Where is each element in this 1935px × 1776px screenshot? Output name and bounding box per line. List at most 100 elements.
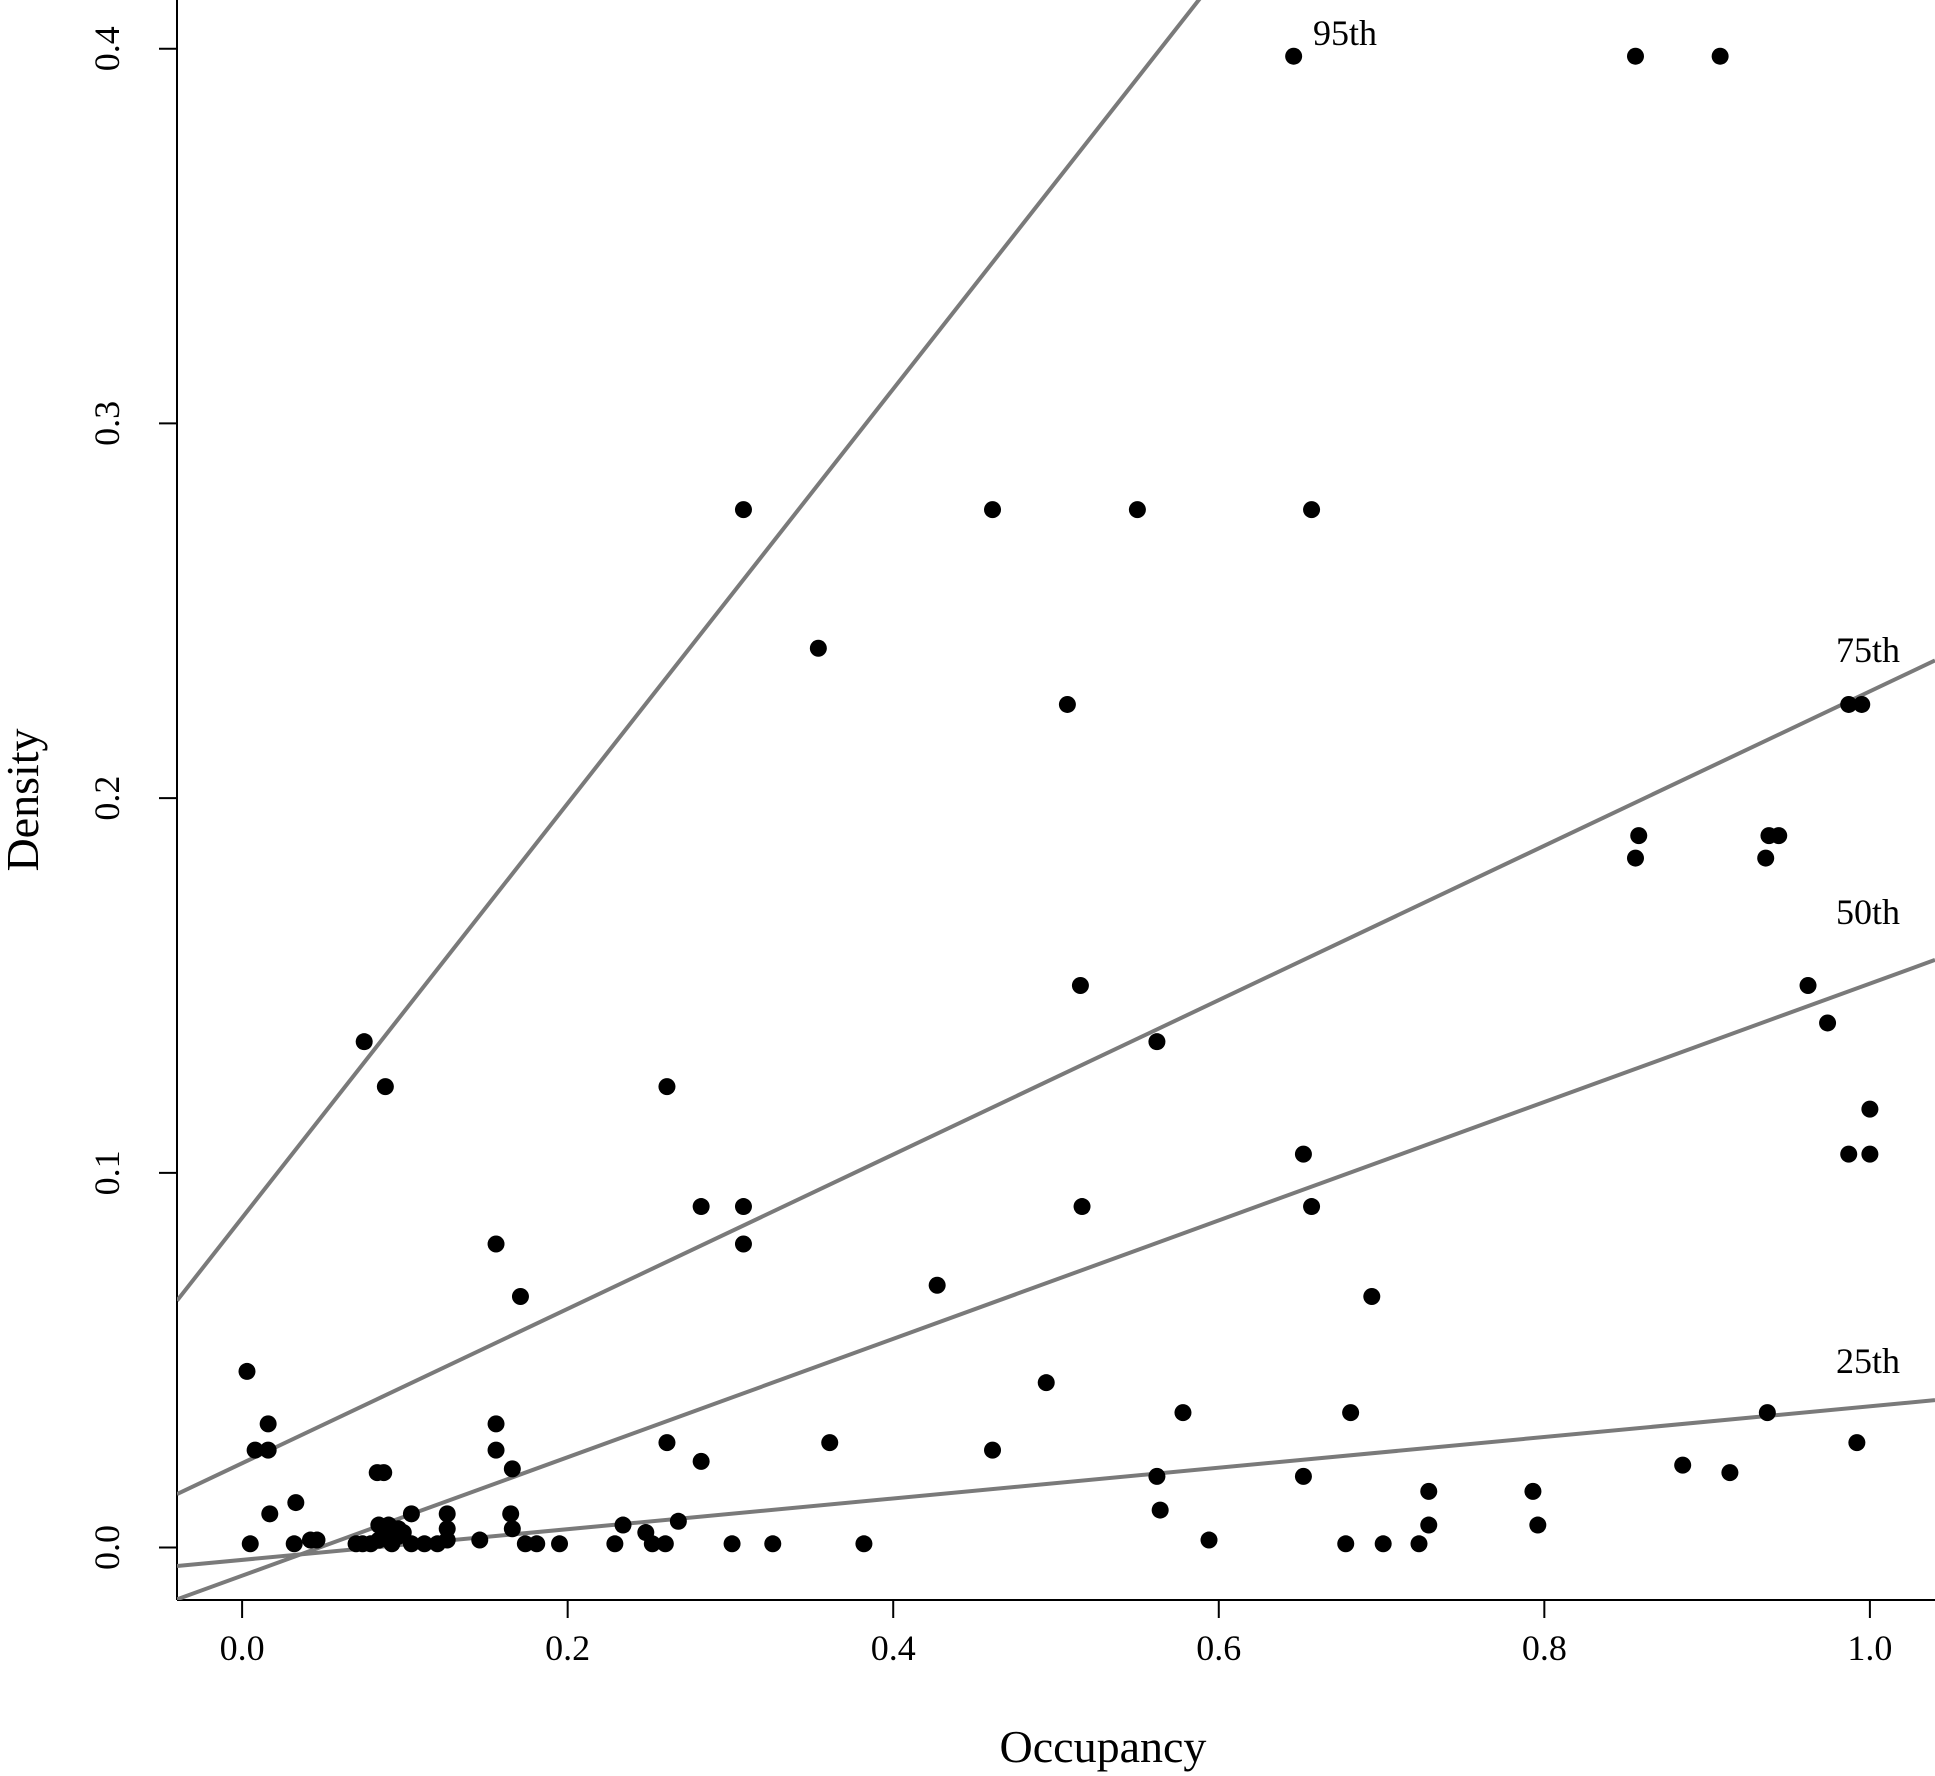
- data-point: [376, 1078, 394, 1096]
- y-tick-label: 0.3: [87, 401, 127, 446]
- data-point: [1151, 1501, 1169, 1519]
- line-label-75th: 75th: [1836, 630, 1900, 670]
- data-point: [1303, 501, 1321, 519]
- data-point: [1174, 1404, 1192, 1422]
- data-point: [402, 1535, 420, 1553]
- data-point: [471, 1531, 489, 1549]
- data-point: [1861, 1100, 1879, 1118]
- data-point: [1529, 1516, 1547, 1534]
- quantile-lines: [177, 0, 1935, 1600]
- data-point: [389, 1520, 407, 1538]
- data-point: [1819, 1014, 1837, 1032]
- y-tick-label: 0.2: [87, 776, 127, 821]
- data-point: [1073, 1198, 1091, 1216]
- data-point: [402, 1505, 420, 1523]
- data-point: [503, 1520, 521, 1538]
- data-point: [1363, 1287, 1381, 1305]
- data-point: [1128, 501, 1146, 519]
- axes: 0.0 0.2 0.4 0.6 0.8 1.0 0.0 0.1 0.2 0.3 0.4: [87, 0, 1935, 1668]
- data-point: [658, 1434, 676, 1452]
- data-point: [984, 1441, 1002, 1459]
- data-point: [1058, 695, 1076, 713]
- data-point: [1758, 1404, 1776, 1422]
- data-point: [259, 1441, 277, 1459]
- data-point: [658, 1078, 676, 1096]
- data-point: [734, 1235, 752, 1253]
- data-point: [1285, 47, 1303, 65]
- data-point: [606, 1535, 624, 1553]
- data-point: [1840, 1145, 1858, 1163]
- data-point: [438, 1531, 456, 1549]
- line-labels: 95th 75th 50th 25th: [1313, 13, 1900, 1381]
- x-tick-label: 1.0: [1847, 1628, 1892, 1668]
- data-point: [855, 1535, 873, 1553]
- data-point: [1071, 976, 1089, 994]
- data-point: [1148, 1033, 1166, 1051]
- data-point: [1294, 1145, 1312, 1163]
- data-point: [692, 1198, 710, 1216]
- data-point: [528, 1535, 546, 1553]
- data-point: [1200, 1531, 1218, 1549]
- data-point: [1294, 1467, 1312, 1485]
- y-tick-label: 0.4: [87, 26, 127, 71]
- data-point: [355, 1033, 373, 1051]
- data-point: [984, 501, 1002, 519]
- line-label-50th: 50th: [1836, 892, 1900, 932]
- data-point: [1853, 695, 1871, 713]
- data-point: [487, 1441, 505, 1459]
- data-point: [551, 1535, 569, 1553]
- data-point: [1420, 1516, 1438, 1534]
- data-point: [643, 1535, 661, 1553]
- data-point: [809, 639, 827, 657]
- x-tick-label: 0.6: [1196, 1628, 1241, 1668]
- data-point: [692, 1452, 710, 1470]
- data-point: [375, 1464, 393, 1482]
- data-point: [487, 1415, 505, 1433]
- data-point: [259, 1415, 277, 1433]
- line-label-95th: 95th: [1313, 13, 1377, 53]
- data-point: [821, 1434, 839, 1452]
- x-tick-label: 0.8: [1522, 1628, 1567, 1668]
- data-point: [511, 1287, 529, 1305]
- x-tick-label: 0.4: [871, 1628, 916, 1668]
- data-point: [287, 1494, 305, 1512]
- data-point: [928, 1276, 946, 1294]
- data-point: [1420, 1482, 1438, 1500]
- data-point: [1861, 1145, 1879, 1163]
- data-point: [238, 1362, 256, 1380]
- quantile-line-25th: [177, 1398, 1935, 1569]
- y-tick-label: 0.1: [87, 1150, 127, 1195]
- quantile-line-95th: [177, 0, 1202, 1302]
- data-point: [1148, 1467, 1166, 1485]
- quantile-line-75th: [177, 658, 1935, 1496]
- data-point: [1770, 827, 1788, 845]
- data-point: [1342, 1404, 1360, 1422]
- y-axis-title: Density: [0, 728, 48, 871]
- data-point: [1674, 1456, 1692, 1474]
- data-point: [502, 1505, 520, 1523]
- quantile-line-50th: [177, 958, 1935, 1600]
- x-tick-label: 0.0: [220, 1628, 265, 1668]
- data-point: [1848, 1434, 1866, 1452]
- data-point: [1410, 1535, 1428, 1553]
- data-point: [487, 1235, 505, 1253]
- data-point: [1337, 1535, 1355, 1553]
- data-point: [415, 1535, 433, 1553]
- data-point: [1037, 1374, 1055, 1392]
- data-point: [656, 1535, 674, 1553]
- line-label-25th: 25th: [1836, 1341, 1900, 1381]
- data-point: [1799, 976, 1817, 994]
- data-points: [238, 47, 1879, 1553]
- data-point: [285, 1535, 303, 1553]
- data-point: [1840, 695, 1858, 713]
- data-point: [734, 1198, 752, 1216]
- data-point: [669, 1512, 687, 1530]
- data-point: [308, 1531, 326, 1549]
- data-point: [723, 1535, 741, 1553]
- data-point: [734, 501, 752, 519]
- data-point: [438, 1505, 456, 1523]
- data-point: [261, 1505, 279, 1523]
- data-point: [1721, 1464, 1739, 1482]
- data-point: [241, 1535, 259, 1553]
